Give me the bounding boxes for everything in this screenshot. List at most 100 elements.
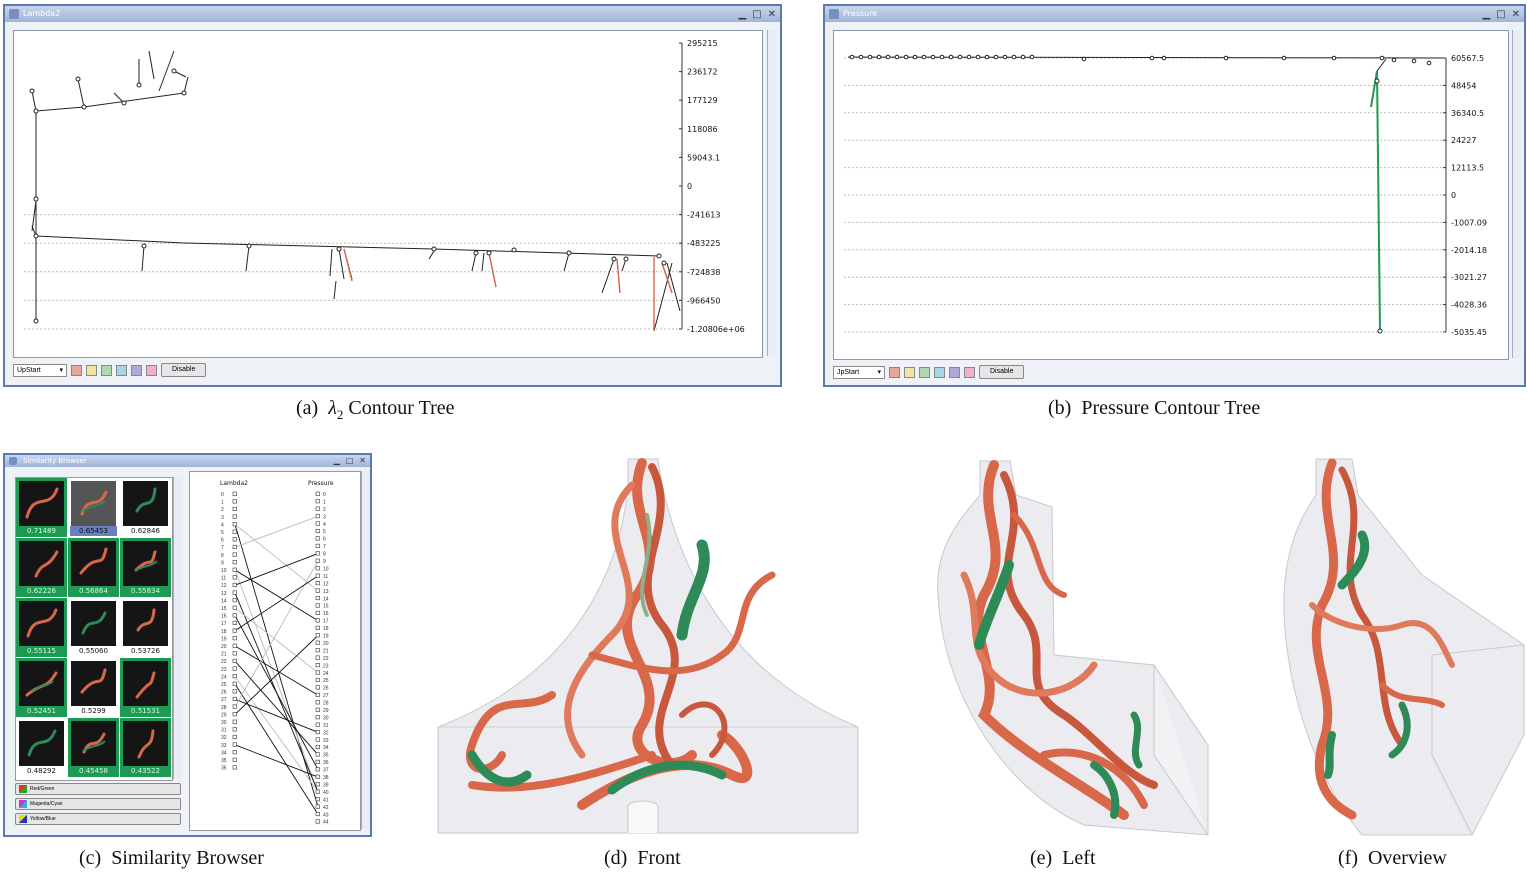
- pressure-node[interactable]: [315, 536, 320, 541]
- lambda2-node[interactable]: [232, 537, 237, 542]
- tree-node[interactable]: [75, 76, 81, 82]
- tree-node[interactable]: [246, 243, 252, 249]
- lambda2-node[interactable]: [232, 681, 237, 686]
- similarity-thumbnail[interactable]: 0.5299: [68, 658, 119, 717]
- color-swatch-green[interactable]: [919, 366, 930, 378]
- tree-node[interactable]: [885, 54, 891, 60]
- tree-node[interactable]: [966, 54, 972, 60]
- tree-node[interactable]: [431, 246, 437, 252]
- tree-node[interactable]: [921, 54, 927, 60]
- pressure-node[interactable]: [315, 730, 320, 735]
- lambda2-node[interactable]: [232, 605, 237, 610]
- lambda2-scrollbar[interactable]: [767, 30, 776, 356]
- pressure-node[interactable]: [315, 514, 320, 519]
- lambda2-node[interactable]: [232, 643, 237, 648]
- tree-node[interactable]: [1002, 54, 1008, 60]
- correspondence-scrollbar[interactable]: [361, 471, 370, 829]
- pressure-node[interactable]: [315, 811, 320, 817]
- similarity-thumbnail[interactable]: 0.52451: [16, 658, 67, 717]
- pressure-node[interactable]: [315, 797, 320, 802]
- tree-node[interactable]: [1281, 55, 1287, 61]
- similarity-thumbnail[interactable]: 0.55060: [68, 598, 119, 657]
- tree-node[interactable]: [1020, 54, 1026, 60]
- lambda2-titlebar[interactable]: Lambda2 ▁ □ ✕: [5, 6, 780, 22]
- pressure-node[interactable]: [315, 558, 320, 563]
- pressure-node[interactable]: [315, 543, 320, 548]
- pressure-node[interactable]: [315, 610, 320, 615]
- tree-node[interactable]: [1374, 78, 1380, 84]
- pressure-node[interactable]: [315, 685, 320, 690]
- correspondence-view[interactable]: Lambda2 Pressure 0 1 2 3 4 5 6 7 8 9 10 11 12 13 14 15 1…: [189, 471, 361, 831]
- disable-button[interactable]: Disable: [979, 365, 1025, 379]
- pressure-node[interactable]: [315, 566, 320, 571]
- color-swatch-pink[interactable]: [964, 366, 975, 378]
- tree-node[interactable]: [1081, 56, 1087, 62]
- lambda2-node[interactable]: [232, 552, 237, 557]
- color-swatch-blue[interactable]: [934, 366, 945, 378]
- tree-node[interactable]: [1391, 57, 1397, 63]
- pressure-tree-canvas[interactable]: 60567.5 48454 36340.5 24227 12113.5 0 -1007.09…: [834, 31, 1508, 359]
- tree-node[interactable]: [993, 54, 999, 60]
- tree-node[interactable]: [661, 260, 667, 266]
- tree-node[interactable]: [957, 54, 963, 60]
- maximize-icon[interactable]: □: [345, 456, 354, 465]
- pressure-node[interactable]: [315, 670, 320, 675]
- lambda2-node[interactable]: [232, 666, 237, 671]
- lambda2-node[interactable]: [232, 575, 237, 580]
- color-swatch-blue[interactable]: [116, 364, 127, 376]
- lambda2-node[interactable]: [232, 674, 237, 679]
- lambda2-node[interactable]: [232, 712, 237, 717]
- tree-node[interactable]: [939, 54, 945, 60]
- lambda2-tree-canvas[interactable]: 295215 236172 177129 118086 59043.1 0 -241613 -…: [14, 31, 762, 357]
- pressure-node[interactable]: [315, 640, 320, 645]
- lambda2-node[interactable]: [232, 613, 237, 618]
- tree-node[interactable]: [33, 233, 39, 239]
- lambda2-node[interactable]: [232, 750, 237, 755]
- pressure-node[interactable]: [315, 774, 320, 779]
- similarity-thumbnail[interactable]: 0.51531: [120, 658, 171, 717]
- tree-node[interactable]: [33, 108, 39, 114]
- lambda2-node[interactable]: [232, 651, 237, 656]
- color-mode-red-green-button[interactable]: Red/Green: [15, 783, 181, 795]
- pressure-node[interactable]: [315, 499, 320, 504]
- tree-node[interactable]: [1149, 55, 1155, 61]
- lambda2-node[interactable]: [232, 506, 237, 512]
- tree-node[interactable]: [1161, 55, 1167, 61]
- pressure-tree-plot[interactable]: 60567.5 48454 36340.5 24227 12113.5 0 -1007.09…: [833, 30, 1509, 360]
- lambda2-node[interactable]: [232, 544, 237, 549]
- similarity-thumbnail[interactable]: 0.62846: [120, 478, 171, 537]
- tree-node[interactable]: [894, 54, 900, 60]
- pressure-node[interactable]: [315, 625, 320, 630]
- tree-node[interactable]: [181, 90, 187, 96]
- similarity-thumbnail[interactable]: 0.45458: [68, 718, 119, 777]
- tree-node[interactable]: [1411, 58, 1417, 64]
- color-swatch-purple[interactable]: [131, 364, 142, 376]
- tree-node[interactable]: [473, 250, 479, 256]
- minimize-icon[interactable]: ▁: [738, 9, 747, 20]
- pressure-node[interactable]: [315, 677, 320, 682]
- tree-node[interactable]: [486, 250, 492, 256]
- tree-node[interactable]: [1379, 55, 1385, 61]
- color-swatch-pink[interactable]: [146, 364, 157, 376]
- close-icon[interactable]: ✕: [1511, 9, 1520, 20]
- tree-node[interactable]: [656, 253, 662, 259]
- lambda2-node[interactable]: [232, 560, 237, 565]
- tree-node[interactable]: [121, 100, 127, 106]
- lambda2-node[interactable]: [232, 636, 237, 641]
- color-swatch-yellow[interactable]: [86, 364, 97, 376]
- pressure-titlebar[interactable]: Pressure ▁ □ ✕: [825, 6, 1524, 22]
- similarity-thumbnail[interactable]: 0.55115: [16, 598, 67, 657]
- pressure-node[interactable]: [315, 707, 320, 712]
- pressure-node[interactable]: [315, 737, 320, 742]
- tree-node[interactable]: [1426, 60, 1432, 66]
- lambda2-node[interactable]: [232, 628, 237, 633]
- pressure-scrollbar[interactable]: [1512, 30, 1521, 358]
- similarity-thumbnail[interactable]: 0.43522: [120, 718, 171, 777]
- tree-node[interactable]: [984, 54, 990, 60]
- thumbnail-scrollbar[interactable]: [173, 477, 182, 779]
- pressure-node[interactable]: [315, 782, 320, 787]
- tree-node[interactable]: [171, 68, 177, 74]
- tree-node[interactable]: [1223, 55, 1229, 61]
- pressure-node[interactable]: [315, 573, 320, 578]
- color-swatch-red[interactable]: [71, 364, 82, 376]
